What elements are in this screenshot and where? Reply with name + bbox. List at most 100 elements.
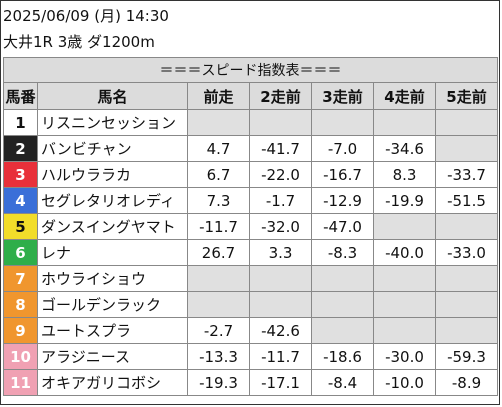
table-row: 2 バンビチャン 4.7 -41.7 -7.0 -34.6	[3, 135, 498, 162]
horse-number: 7	[3, 265, 38, 292]
col-header-3-races-ago: 3走前	[311, 82, 374, 110]
speed-index-cell: -18.6	[311, 343, 374, 370]
horse-number: 8	[3, 291, 38, 318]
speed-index-cell: -12.9	[311, 187, 374, 214]
horse-number: 6	[3, 239, 38, 266]
speed-index-cell: -51.5	[435, 187, 498, 214]
horse-name: セグレタリオレディ	[37, 187, 188, 214]
speed-index-cell: -33.0	[435, 239, 498, 266]
table-row: 1 リスニンセッション	[3, 109, 498, 136]
speed-index-cell: -2.7	[187, 317, 250, 344]
horse-number: 2	[3, 135, 38, 162]
horse-name: ユートスプラ	[37, 317, 188, 344]
speed-index-cell	[435, 109, 498, 136]
speed-index-cell: 4.7	[187, 135, 250, 162]
speed-index-cell: -1.7	[249, 187, 312, 214]
speed-index-cell	[435, 213, 498, 240]
horse-number: 10	[3, 343, 38, 370]
horse-name: ホウライショウ	[37, 265, 188, 292]
col-header-5-races-ago: 5走前	[435, 82, 498, 110]
horse-name: リスニンセッション	[37, 109, 188, 136]
horse-number: 5	[3, 213, 38, 240]
horse-name: オキアガリコボシ	[37, 369, 188, 396]
speed-index-cell	[373, 109, 436, 136]
speed-index-cell: -13.3	[187, 343, 250, 370]
speed-index-cell	[249, 291, 312, 318]
speed-index-cell: -59.3	[435, 343, 498, 370]
speed-index-cell: -11.7	[249, 343, 312, 370]
horse-number: 11	[3, 369, 38, 396]
speed-index-cell	[187, 265, 250, 292]
speed-index-table: ＝＝＝スピード指数表＝＝＝ 馬番 馬名 前走 2走前 3走前 4走前 5走前 1 リスニンセッ…	[3, 57, 498, 396]
speed-index-cell: 6.7	[187, 161, 250, 188]
table-row: 5 ダンスイングヤマト -11.7 -32.0 -47.0	[3, 213, 498, 240]
table-row: 8 ゴールデンラック	[3, 291, 498, 318]
speed-index-cell: 7.3	[187, 187, 250, 214]
race-datetime: 2025/06/09 (月) 14:30	[3, 7, 169, 25]
speed-index-cell: -8.9	[435, 369, 498, 396]
speed-index-cell: -32.0	[249, 213, 312, 240]
speed-index-cell	[311, 265, 374, 292]
speed-index-cell: -40.0	[373, 239, 436, 266]
col-header-2-races-ago: 2走前	[249, 82, 312, 110]
speed-index-cell: -22.0	[249, 161, 312, 188]
speed-index-cell: 3.3	[249, 239, 312, 266]
speed-index-cell	[435, 135, 498, 162]
speed-index-cell: -41.7	[249, 135, 312, 162]
table-row: 6 レナ 26.7 3.3 -8.3 -40.0 -33.0	[3, 239, 498, 266]
speed-index-cell: -19.3	[187, 369, 250, 396]
speed-index-cell: -42.6	[249, 317, 312, 344]
col-header-horse-name: 馬名	[37, 82, 188, 110]
speed-index-cell	[373, 291, 436, 318]
horse-number: 1	[3, 109, 38, 136]
speed-index-cell	[311, 291, 374, 318]
speed-index-cell	[435, 265, 498, 292]
speed-index-cell	[249, 109, 312, 136]
speed-index-cell: -8.3	[311, 239, 374, 266]
horse-name: アラジニース	[37, 343, 188, 370]
speed-index-cell: -16.7	[311, 161, 374, 188]
speed-index-cell	[311, 109, 374, 136]
race-info: 大井1R 3歳 ダ1200m	[3, 33, 155, 51]
speed-index-cell	[187, 109, 250, 136]
speed-index-cell: 8.3	[373, 161, 436, 188]
horse-number: 4	[3, 187, 38, 214]
horse-number: 3	[3, 161, 38, 188]
speed-index-cell: -34.6	[373, 135, 436, 162]
table-row: 9 ユートスプラ -2.7 -42.6	[3, 317, 498, 344]
col-header-4-races-ago: 4走前	[373, 82, 436, 110]
speed-index-cell: 26.7	[187, 239, 250, 266]
table-row: 11 オキアガリコボシ -19.3 -17.1 -8.4 -10.0 -8.9	[3, 369, 498, 396]
horse-name: ハルウララカ	[37, 161, 188, 188]
speed-index-cell: -47.0	[311, 213, 374, 240]
horse-name: ゴールデンラック	[37, 291, 188, 318]
speed-index-cell: -33.7	[435, 161, 498, 188]
horse-name: バンビチャン	[37, 135, 188, 162]
table-row: 4 セグレタリオレディ 7.3 -1.7 -12.9 -19.9 -51.5	[3, 187, 498, 214]
table-row: 7 ホウライショウ	[3, 265, 498, 292]
speed-index-cell: -8.4	[311, 369, 374, 396]
speed-index-cell: -7.0	[311, 135, 374, 162]
speed-index-cell: -30.0	[373, 343, 436, 370]
speed-index-cell	[249, 265, 312, 292]
col-header-number: 馬番	[3, 82, 38, 110]
speed-index-cell: -11.7	[187, 213, 250, 240]
speed-index-cell	[373, 213, 436, 240]
speed-index-cell	[435, 291, 498, 318]
horse-name: ダンスイングヤマト	[37, 213, 188, 240]
horse-name: レナ	[37, 239, 188, 266]
speed-index-cell: -19.9	[373, 187, 436, 214]
speed-index-cell	[373, 265, 436, 292]
speed-index-cell	[435, 317, 498, 344]
speed-index-cell: -17.1	[249, 369, 312, 396]
table-row: 3 ハルウララカ 6.7 -22.0 -16.7 8.3 -33.7	[3, 161, 498, 188]
table-row: 10 アラジニース -13.3 -11.7 -18.6 -30.0 -59.3	[3, 343, 498, 370]
horse-number: 9	[3, 317, 38, 344]
speed-index-cell	[311, 317, 374, 344]
col-header-last-race: 前走	[187, 82, 250, 110]
table-caption: ＝＝＝スピード指数表＝＝＝	[3, 57, 498, 83]
speed-index-cell	[373, 317, 436, 344]
speed-index-cell: -10.0	[373, 369, 436, 396]
speed-index-cell	[187, 291, 250, 318]
